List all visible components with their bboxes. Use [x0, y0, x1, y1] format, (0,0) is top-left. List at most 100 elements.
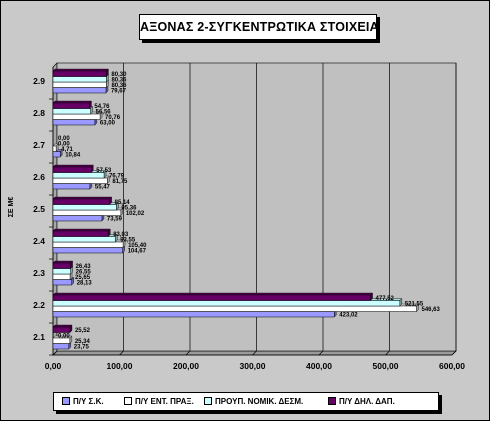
legend-item: Π/Υ ΔΗΛ. ΔΑΠ. [328, 396, 395, 407]
bar-top [52, 292, 374, 296]
data-label: 55,47 [95, 185, 111, 191]
gridline-floor [185, 350, 191, 356]
data-label: 28,13 [77, 281, 93, 287]
bar [52, 273, 71, 280]
y-tick-label: 2.6 [33, 172, 45, 182]
data-label: 56,56 [96, 110, 112, 116]
gridline-floor [119, 350, 124, 356]
data-label: 0,00 [58, 142, 70, 148]
data-label: 0,00 [58, 136, 70, 142]
bar [52, 311, 335, 318]
x-tick-label: 600,00 [439, 361, 465, 371]
data-label: 25,34 [75, 339, 91, 345]
data-label: 70,76 [105, 115, 121, 121]
bar [52, 209, 122, 216]
bar [52, 151, 61, 158]
y-tick-label: 2.1 [33, 332, 45, 342]
y-axis-title: ΣΕ Μ€ [8, 197, 15, 218]
legend-swatch [124, 396, 132, 405]
bar [52, 294, 371, 301]
data-label: 83,03 [113, 232, 129, 238]
data-label: 546,63 [422, 307, 441, 313]
bar [52, 166, 92, 173]
data-label: 102,02 [126, 211, 145, 217]
bar [52, 262, 71, 269]
x-tick-label: 0,00 [45, 361, 62, 371]
bar [52, 268, 71, 275]
x-tick-label: 500,00 [373, 361, 399, 371]
y-tick-label: 2.4 [33, 236, 45, 246]
bar [52, 241, 124, 248]
y-tick-label: 2.9 [33, 76, 45, 86]
y-tick-label: 2.8 [33, 108, 45, 118]
bar [52, 305, 417, 312]
data-label: 85,14 [115, 200, 131, 206]
bar [52, 279, 72, 286]
bar [52, 81, 107, 88]
legend-item: ΠΡΟΥΠ. ΝΟΜΙΚ. ΔΕΣΜ. [204, 396, 304, 407]
bar [52, 204, 117, 211]
x-tick-label: 200,00 [173, 361, 199, 371]
bar [52, 343, 70, 350]
bar [52, 183, 91, 190]
data-label: 104,67 [128, 249, 147, 255]
bar [52, 215, 103, 222]
y-tick-label: 2.2 [33, 300, 45, 310]
bar [52, 108, 91, 115]
data-label: 26,55 [76, 270, 92, 276]
chart-title: ΑΞΟΝΑΣ 2-ΣΥΓΚΕΝΤΡΩΤΙΚΑ ΣΤΟΙΧΕΙΑ [139, 14, 379, 40]
data-label: 25,52 [75, 328, 91, 334]
legend-swatch [328, 396, 336, 405]
data-label: 73,59 [107, 217, 123, 223]
legend-label: Π/Υ Σ.Κ. [73, 397, 104, 406]
data-label: 80,30 [111, 72, 127, 78]
data-label: 80,36 [111, 83, 127, 89]
bar [52, 247, 123, 254]
bar [52, 102, 90, 109]
data-label: 423,02 [339, 313, 358, 319]
data-label: 95,36 [121, 206, 137, 212]
gridline-floor [385, 350, 390, 356]
gridline-floor [318, 350, 324, 356]
legend-item: Π/Υ Σ.Κ. [62, 396, 104, 407]
x-tick-label: 300,00 [240, 361, 266, 371]
data-label: 63,00 [100, 121, 116, 127]
bar [52, 230, 109, 237]
data-label: 23,75 [74, 345, 90, 351]
bar [52, 236, 116, 243]
bar [52, 119, 96, 126]
bar [52, 337, 71, 344]
data-label: 477,52 [376, 296, 395, 302]
data-label: 76,79 [109, 174, 125, 180]
bar [52, 70, 107, 77]
legend-label: Π/Υ ΕΝΤ. ΠΡΑΞ. [135, 397, 194, 406]
bar-top [52, 100, 92, 104]
bar [52, 87, 107, 94]
data-label: 10,84 [65, 153, 81, 159]
legend-swatch [204, 396, 212, 405]
legend-swatch [62, 396, 70, 405]
bar [52, 300, 401, 307]
gridline-floor [252, 350, 257, 356]
data-label: 80,36 [111, 78, 127, 84]
bar-top [52, 228, 111, 232]
data-label: 79,67 [111, 89, 127, 95]
data-label: 0,00 [58, 334, 70, 340]
bar-top [52, 260, 74, 264]
bar [52, 145, 57, 152]
bar [52, 177, 108, 184]
bar-top [52, 68, 109, 72]
y-tick-label: 2.3 [33, 268, 45, 278]
data-label: 25,65 [75, 275, 91, 281]
bar [52, 198, 110, 205]
legend-label: Π/Υ ΔΗΛ. ΔΑΠ. [339, 397, 395, 406]
data-label: 57,53 [96, 168, 112, 174]
data-label: 93,55 [120, 238, 136, 244]
legend-label: ΠΡΟΥΠ. ΝΟΜΙΚ. ΔΕΣΜ. [215, 397, 304, 406]
data-label: 4,71 [61, 147, 73, 153]
gridline-floor [451, 350, 457, 356]
legend-item: Π/Υ ΕΝΤ. ΠΡΑΞ. [124, 396, 194, 407]
data-label: 26,43 [76, 264, 92, 270]
